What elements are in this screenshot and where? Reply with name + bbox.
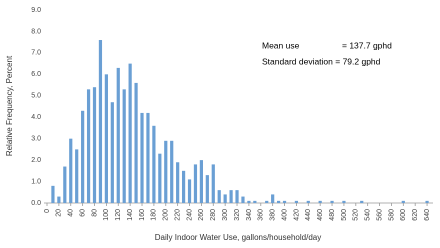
bar xyxy=(75,149,79,203)
x-tick-label: 40 xyxy=(68,209,75,217)
bar xyxy=(122,89,126,203)
x-tick-label: 620 xyxy=(412,209,419,221)
x-tick-label: 60 xyxy=(79,209,86,217)
bar xyxy=(158,153,162,203)
bar xyxy=(253,200,257,203)
bar xyxy=(235,190,239,203)
bar xyxy=(318,200,322,203)
x-tick-label: 580 xyxy=(388,209,395,221)
x-tick-label: 180 xyxy=(151,209,158,221)
bar xyxy=(86,89,91,203)
x-tick-label: 320 xyxy=(234,209,241,221)
x-tick-label: 260 xyxy=(198,209,205,221)
bar xyxy=(217,190,221,203)
x-tick-label: 120 xyxy=(115,209,122,221)
x-tick-label: 100 xyxy=(103,209,110,221)
x-tick-label: 140 xyxy=(127,209,134,221)
bar xyxy=(425,200,429,203)
bar xyxy=(342,200,346,203)
bar xyxy=(128,63,132,203)
y-tick-label: 9.0 xyxy=(31,7,41,14)
y-tick-label: 8.0 xyxy=(31,28,41,35)
bar xyxy=(69,138,73,203)
bar xyxy=(223,194,227,203)
bar xyxy=(81,110,85,203)
y-axis-title: Relative Frequency, Percent xyxy=(5,55,14,156)
x-tick-label: 300 xyxy=(222,209,229,221)
x-tick-label: 500 xyxy=(341,209,348,221)
x-axis-title: Daily Indoor Water Use, gallons/househol… xyxy=(155,233,321,242)
bar xyxy=(116,67,120,204)
bar xyxy=(134,82,138,203)
x-tick-label: 380 xyxy=(270,209,277,221)
bar xyxy=(306,200,310,203)
bar xyxy=(282,200,287,203)
bar xyxy=(152,125,156,203)
x-tick-label: 340 xyxy=(246,209,253,221)
x-tick-label: 420 xyxy=(293,209,300,221)
x-tick-label: 160 xyxy=(139,209,146,221)
bar xyxy=(199,160,203,203)
bar xyxy=(176,162,180,203)
bar xyxy=(294,200,299,203)
bar xyxy=(140,112,144,203)
bar xyxy=(211,164,215,203)
x-tick-label: 360 xyxy=(258,209,265,221)
annotation: = 137.7 gphd xyxy=(342,40,392,50)
bar xyxy=(330,200,334,203)
y-tick-label: 6.0 xyxy=(31,71,41,78)
x-tick-label: 280 xyxy=(210,209,217,221)
y-tick-label: 4.0 xyxy=(31,114,41,121)
x-tick-label: 80 xyxy=(91,209,98,217)
x-tick-label: 240 xyxy=(186,209,193,221)
x-tick-label: 440 xyxy=(305,209,312,221)
x-tick-label: 200 xyxy=(163,209,170,221)
x-tick-label: 220 xyxy=(174,209,181,221)
x-tick-label: 20 xyxy=(56,209,63,217)
y-tick-label: 5.0 xyxy=(31,93,41,100)
bar xyxy=(110,102,114,203)
x-tick-label: 540 xyxy=(365,209,372,221)
bar xyxy=(205,175,209,203)
bar xyxy=(170,140,174,203)
bar xyxy=(146,112,150,203)
y-tick-label: 7.0 xyxy=(31,50,41,57)
bar xyxy=(271,194,275,203)
x-tick-label: 600 xyxy=(400,209,407,221)
annotation: Mean use xyxy=(262,40,300,50)
bar xyxy=(265,200,269,203)
x-tick-label: 520 xyxy=(353,209,360,221)
bar xyxy=(98,40,103,204)
bar xyxy=(104,74,108,203)
bar xyxy=(181,170,186,203)
y-tick-label: 0.0 xyxy=(31,200,41,207)
bar xyxy=(229,190,233,203)
bar xyxy=(247,200,251,203)
bar xyxy=(277,200,281,203)
bar xyxy=(187,179,192,203)
bar xyxy=(63,166,67,203)
x-tick-label: 560 xyxy=(376,209,383,221)
bar xyxy=(51,185,55,203)
bar xyxy=(241,196,245,203)
x-tick-label: 480 xyxy=(329,209,336,221)
bar xyxy=(360,200,364,203)
x-tick-label: 460 xyxy=(317,209,324,221)
bar xyxy=(164,140,168,203)
bar xyxy=(57,196,61,203)
bar xyxy=(401,200,405,203)
y-tick-label: 2.0 xyxy=(31,157,41,164)
bar xyxy=(92,87,97,203)
x-tick-label: 640 xyxy=(424,209,431,221)
x-tick-label: 400 xyxy=(281,209,288,221)
bar xyxy=(193,164,198,203)
y-tick-label: 1.0 xyxy=(31,178,41,185)
y-tick-label: 3.0 xyxy=(31,136,41,143)
annotation: Standard deviation = 79.2 gphd xyxy=(262,56,381,66)
x-tick-label: 0 xyxy=(44,209,51,213)
